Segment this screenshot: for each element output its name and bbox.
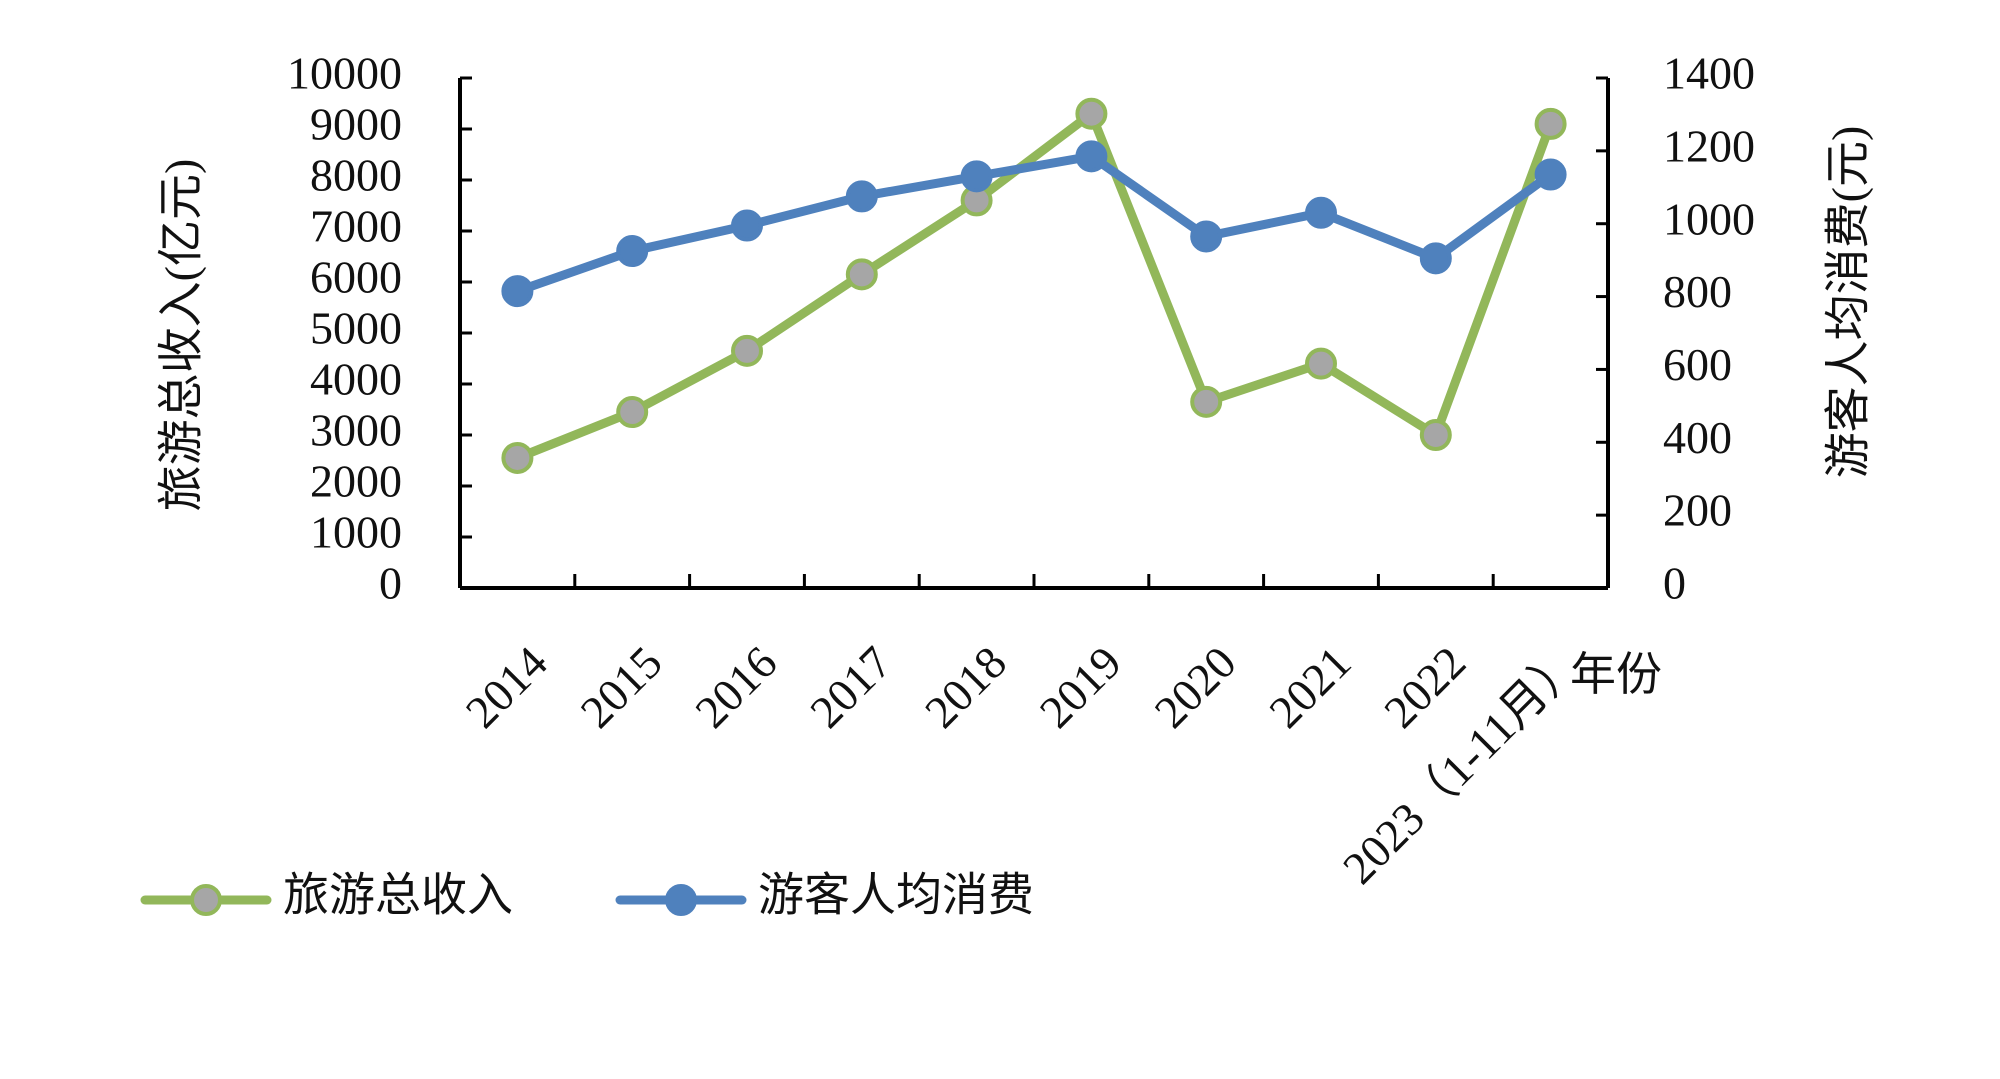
series-1-line <box>512 151 1556 296</box>
x-tick-label: 2015 <box>571 636 672 737</box>
series-0-point <box>1305 347 1337 380</box>
series-1-point <box>845 180 878 213</box>
right-tick-label: 800 <box>1663 266 1732 317</box>
left-tick-label: 10000 <box>287 48 402 99</box>
right-tick-label: 200 <box>1663 485 1732 536</box>
series-0-point <box>1534 107 1567 140</box>
x-axis-ticks: 2014 2015 2016 2017 2018 2019 2020 2021 20222023… <box>456 574 1590 894</box>
x-axis-title: 年份 <box>1570 649 1662 700</box>
legend: 旅游总收入 游客人均消费 <box>140 870 1034 921</box>
series-0-point <box>616 396 649 429</box>
series-0-point <box>501 441 534 474</box>
series-1-point <box>1075 140 1108 173</box>
series-1-point <box>1305 196 1337 229</box>
x-tick-label: 2018 <box>915 636 1016 737</box>
left-axis-title: 旅游总收入(亿元) <box>156 159 207 512</box>
x-tick-label: 2014 <box>456 636 557 737</box>
series-0-point <box>731 334 763 367</box>
series <box>501 97 1567 474</box>
left-tick-label: 3000 <box>310 405 402 456</box>
x-tick-label: 2019 <box>1030 636 1131 737</box>
series-1-point <box>731 209 763 242</box>
left-axis-ticks: 0100020003000400050006000700080009000100… <box>287 48 472 609</box>
legend-swatch-marker-0 <box>190 884 222 916</box>
x-tick-label: 2022 <box>1374 636 1475 737</box>
right-tick-label: 0 <box>1663 558 1686 609</box>
left-tick-label: 2000 <box>310 456 402 507</box>
x-tick-label: 2021 <box>1259 636 1360 737</box>
series-0-point <box>1419 419 1452 451</box>
right-axis-title: 游客人均消费(元) <box>1823 126 1874 479</box>
left-tick-label: 4000 <box>310 354 402 405</box>
legend-swatch-marker-1 <box>665 884 697 916</box>
x-tick-label: 2017 <box>800 636 901 737</box>
series-1-point <box>616 235 649 268</box>
left-tick-label: 0 <box>379 558 402 609</box>
left-tick-label: 6000 <box>310 252 402 303</box>
right-tick-label: 400 <box>1663 412 1732 463</box>
x-tick-label: 2020 <box>1145 636 1246 737</box>
left-tick-label: 5000 <box>310 303 402 354</box>
series-0-line <box>512 109 1556 463</box>
series-0-point <box>1190 385 1223 418</box>
left-tick-label: 1000 <box>310 507 402 558</box>
series-1-point <box>501 275 534 308</box>
series-1-point <box>1419 242 1452 275</box>
series-1-point <box>1534 158 1567 191</box>
legend-label-1: 游客人均消费 <box>758 870 1034 921</box>
right-tick-label: 1000 <box>1663 193 1755 244</box>
left-tick-label: 8000 <box>310 150 402 201</box>
right-tick-label: 1200 <box>1663 120 1755 171</box>
series-0-point <box>845 258 878 291</box>
series-1-point <box>1190 220 1223 253</box>
legend-label-0: 旅游总收入 <box>283 870 513 921</box>
right-axis-ticks: 0 200 400 600 800 1000 1200 1400 <box>1596 48 1755 609</box>
right-tick-label: 1400 <box>1663 48 1755 99</box>
left-tick-label: 7000 <box>310 201 402 252</box>
series-1-point <box>960 160 993 193</box>
x-tick-label: 2016 <box>685 636 786 737</box>
left-tick-label: 9000 <box>310 99 402 150</box>
right-tick-label: 600 <box>1663 339 1732 390</box>
series-0-point <box>1075 97 1108 130</box>
